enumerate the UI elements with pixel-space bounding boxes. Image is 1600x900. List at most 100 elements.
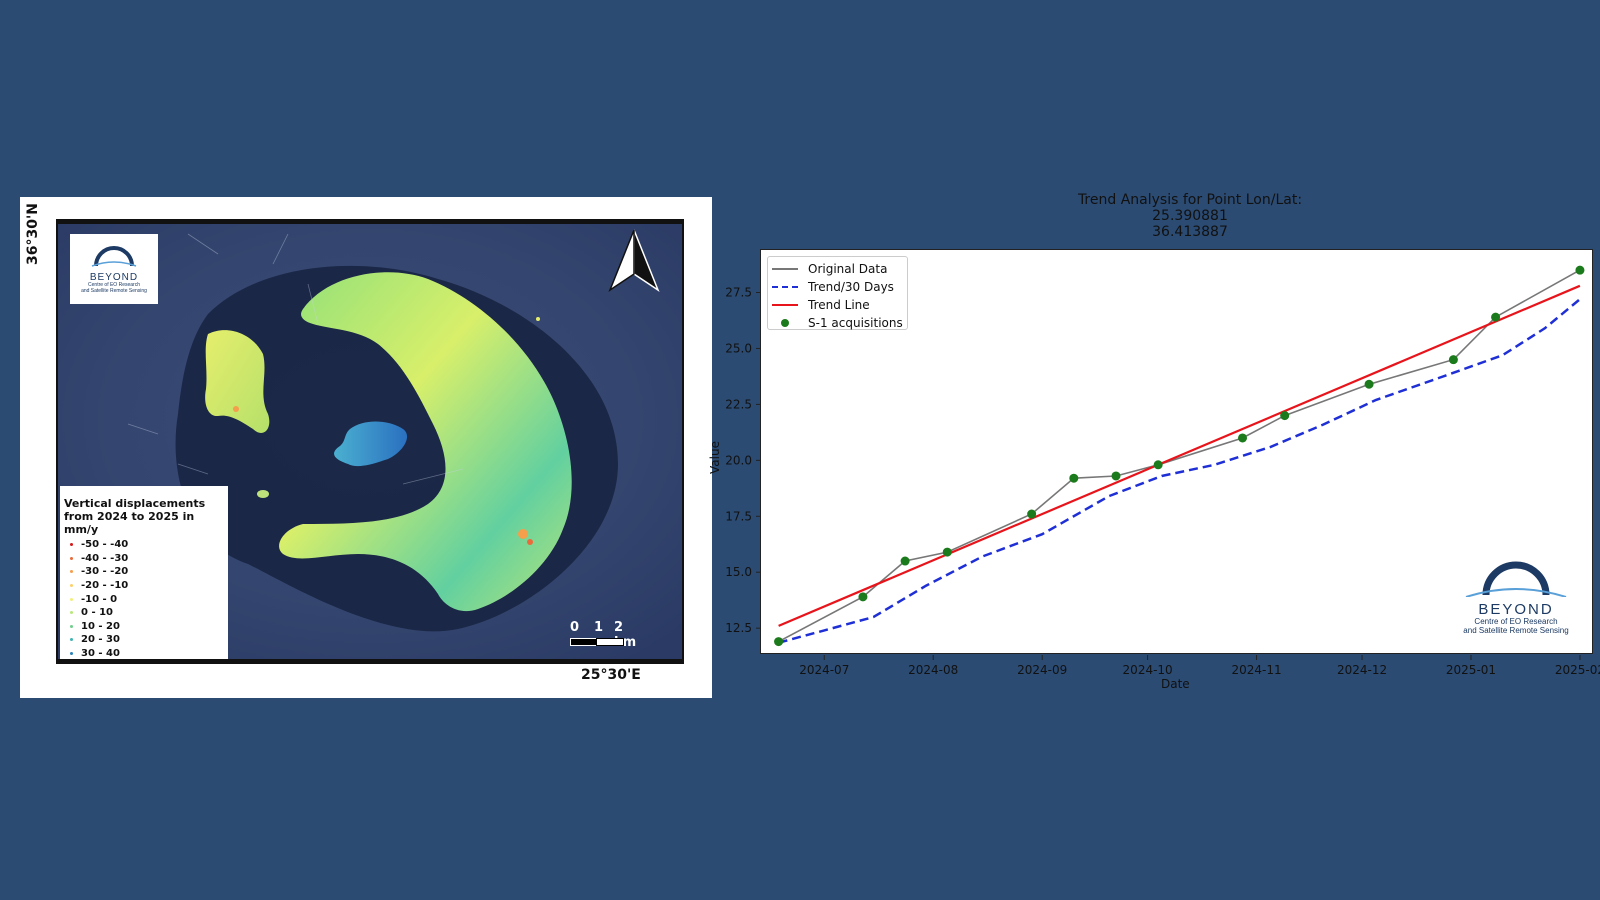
acquisition-point xyxy=(1575,265,1585,275)
beyond-logo-chart: BEYOND Centre of EO Research and Satelli… xyxy=(1451,537,1581,647)
acquisition-point xyxy=(1280,411,1290,421)
legend-swatch-original xyxy=(772,264,798,274)
y-tick-label: 27.5 xyxy=(725,286,752,300)
original-data-line xyxy=(778,269,1581,643)
legend-entry-original: Original Data xyxy=(772,260,907,278)
map-legend: Vertical displacements from 2024 to 2025… xyxy=(60,486,228,660)
legend-item: -20 - -10 xyxy=(64,579,228,593)
legend-item: -30 - -20 xyxy=(64,565,228,579)
legend-item-label: -30 - -20 xyxy=(81,566,129,578)
x-tick-label: 2025-02 xyxy=(1555,663,1600,677)
acquisition-point xyxy=(1153,460,1163,470)
legend-item: 10 - 20 xyxy=(64,620,228,634)
acquisition-point xyxy=(942,547,952,557)
legend-color-dot xyxy=(70,611,73,615)
y-tick-label: 17.5 xyxy=(725,509,752,523)
legend-item: -40 - -30 xyxy=(64,552,228,566)
acquisition-point xyxy=(1491,312,1501,322)
x-tick-label: 2025-01 xyxy=(1446,663,1496,677)
logo-sub-line2: and Satellite Remote Sensing xyxy=(81,287,147,294)
legend-item-label: -20 - -10 xyxy=(81,580,129,592)
y-tick-label: 15.0 xyxy=(725,565,752,579)
x-tick-label: 2024-08 xyxy=(908,663,958,677)
legend-item-label: 30 - 40 xyxy=(81,648,120,660)
legend-item-label: 10 - 20 xyxy=(81,620,120,632)
legend-item-label: 20 - 30 xyxy=(81,634,120,646)
beyond-logo: BEYOND Centre of EO Research and Satelli… xyxy=(70,234,158,304)
acquisition-point xyxy=(774,637,784,647)
x-tick-label: 2024-11 xyxy=(1232,663,1282,677)
scale-label-1: 1 xyxy=(594,620,604,635)
chart-logo-sub1: Centre of EO Research xyxy=(1474,617,1558,626)
legend-item: 20 - 30 xyxy=(64,633,228,647)
legend-label-trendline: Trend Line xyxy=(808,298,870,312)
latitude-label: 36°30'N xyxy=(25,203,41,265)
logo-word: BEYOND xyxy=(89,272,139,283)
displacement-map-panel: 36°30'N xyxy=(20,197,712,698)
legend-label-original: Original Data xyxy=(808,262,888,276)
legend-entry-acquisitions: S-1 acquisitions xyxy=(772,314,907,332)
acquisition-point xyxy=(1448,355,1458,365)
acquisition-point xyxy=(858,592,868,602)
beyond-arc-icon-chart xyxy=(1465,561,1567,598)
y-tick-label: 22.5 xyxy=(725,397,752,411)
legend-title-line1: Vertical displacements xyxy=(64,497,206,510)
legend-swatch-trend30 xyxy=(772,282,798,292)
north-arrow-icon xyxy=(608,229,660,292)
x-tick-label: 2024-07 xyxy=(799,663,849,677)
legend-color-dot xyxy=(70,597,73,601)
acquisition-point xyxy=(900,556,910,566)
legend-swatch-acquisitions xyxy=(772,318,798,328)
y-axis-label: Value xyxy=(708,441,722,474)
chart-legend: Original Data Trend/30 Days Trend Line S… xyxy=(767,256,908,330)
legend-color-dot xyxy=(70,543,73,547)
scale-segment-dark xyxy=(570,638,598,646)
legend-item: -10 - 0 xyxy=(64,592,228,606)
scale-bar: 0 1 2 km xyxy=(570,620,636,650)
chart-title-line3: 36.413887 xyxy=(1152,224,1228,240)
legend-color-dot xyxy=(70,556,73,560)
trend-line xyxy=(778,284,1581,627)
map-frame: BEYOND Centre of EO Research and Satelli… xyxy=(56,219,684,664)
beyond-arc-icon xyxy=(91,246,137,267)
legend-title-line2: from 2024 to 2025 in mm/y xyxy=(64,510,195,536)
legend-item: 0 - 10 xyxy=(64,606,228,620)
legend-color-dot xyxy=(70,570,73,574)
trend-30-days-line xyxy=(778,298,1581,644)
y-tick-label: 20.0 xyxy=(725,453,752,467)
y-tick-label: 12.5 xyxy=(725,621,752,635)
legend-item-label: -40 - -30 xyxy=(81,552,129,564)
legend-item-label: 0 - 10 xyxy=(81,607,113,619)
legend-color-dot xyxy=(70,652,73,656)
chart-logo-sub2: and Satellite Remote Sensing xyxy=(1463,625,1569,635)
acquisition-point xyxy=(1238,433,1248,443)
chart-title-line1: Trend Analysis for Point Lon/Lat: xyxy=(1077,192,1303,208)
legend-entry-trend30: Trend/30 Days xyxy=(772,278,907,296)
legend-color-dot xyxy=(70,584,73,588)
legend-item: 30 - 40 xyxy=(64,647,228,660)
legend-items: -50 - -40 -40 - -30 -30 - -20 -20 - -10 -10 … xyxy=(64,538,228,660)
chart-title-line2: 25.390881 xyxy=(1152,208,1228,224)
trend-chart: 12.5 15.0 17.5 20.0 22.5 25.0 27.5 2024-07 2024-… xyxy=(725,249,1600,677)
acquisition-point xyxy=(1069,473,1079,483)
legend-item-label: -50 - -40 xyxy=(81,539,129,551)
y-tick-label: 25.0 xyxy=(725,341,752,355)
x-tick-label: 2024-12 xyxy=(1337,663,1387,677)
chart-canvas: 12.5 15.0 17.5 20.0 22.5 25.0 27.5 2024-07 2024-… xyxy=(725,265,1600,677)
acquisition-point xyxy=(1111,471,1121,481)
legend-color-dot xyxy=(70,638,73,642)
chart-logo-word: BEYOND xyxy=(1478,601,1554,618)
x-tick-label: 2024-10 xyxy=(1123,663,1173,677)
scale-label-0: 0 xyxy=(570,620,580,635)
legend-entry-trendline: Trend Line xyxy=(772,296,907,314)
legend-title: Vertical displacements from 2024 to 2025… xyxy=(64,497,228,536)
logo-sub-line1: Centre of EO Research xyxy=(88,282,140,288)
legend-color-dot xyxy=(70,624,73,628)
x-tick-label: 2024-09 xyxy=(1017,663,1067,677)
legend-item-label: -10 - 0 xyxy=(81,593,118,605)
legend-label-trend30: Trend/30 Days xyxy=(808,280,894,294)
scale-segment-light xyxy=(596,638,624,646)
legend-swatch-trendline xyxy=(772,300,798,310)
longitude-label: 25°30'E xyxy=(581,667,641,683)
acquisition-point xyxy=(1027,509,1037,519)
